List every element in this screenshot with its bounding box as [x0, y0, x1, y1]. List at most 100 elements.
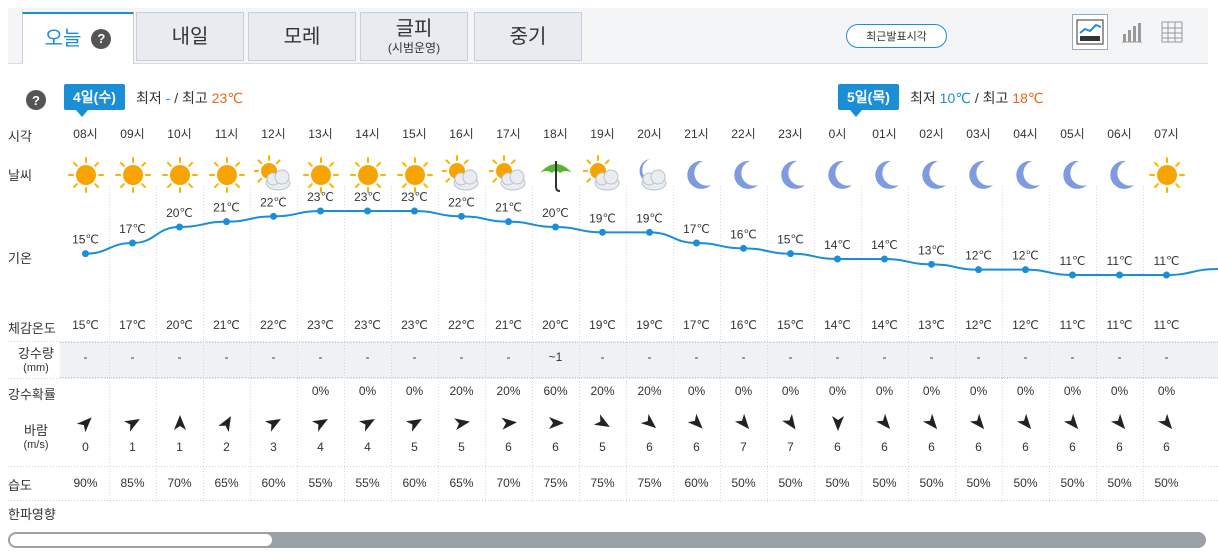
hour-label: 13시: [308, 127, 333, 141]
tab-today[interactable]: 오늘 ?: [22, 12, 134, 64]
hour-column: 21시 17℃ - 0% 6 60%: [673, 120, 720, 522]
precip-value: -: [459, 350, 464, 364]
row-label-weather: 날씨: [8, 168, 32, 183]
hour-label: 01시: [872, 127, 897, 141]
column-divider: [438, 186, 439, 502]
humidity-value: 65%: [214, 476, 239, 490]
wind-speed-value: 7: [787, 440, 794, 454]
humidity-value: 60%: [684, 476, 709, 490]
precip-prob-value: 0%: [1110, 384, 1129, 398]
precip-value: -: [1023, 350, 1028, 364]
wind-direction-icon: [438, 412, 485, 434]
precip-value: -: [318, 350, 323, 364]
feels-like-value: 12℃: [965, 318, 992, 332]
wind-speed-value: 0: [82, 440, 89, 454]
column-divider: [250, 186, 251, 502]
humidity-value: 70%: [167, 476, 192, 490]
wind-direction-icon: [109, 412, 156, 434]
precip-prob-value: 20%: [637, 384, 662, 398]
humidity-value: 50%: [872, 476, 897, 490]
wind-direction-icon: [344, 412, 391, 434]
recent-announcement-button[interactable]: 최근발표시각: [846, 24, 947, 48]
tab-third-day[interactable]: 글피 (시범운영): [360, 12, 468, 61]
tab-tomorrow-label: 내일: [171, 25, 209, 48]
column-divider: [203, 186, 204, 502]
moon-icon: [861, 155, 908, 195]
hour-label: 14시: [355, 127, 380, 141]
wind-speed-value: 6: [1163, 440, 1170, 454]
column-divider: [532, 186, 533, 502]
precip-value: -: [130, 350, 135, 364]
wind-speed-value: 6: [1116, 440, 1123, 454]
column-divider: [344, 186, 345, 502]
sun-cloud-icon: [579, 155, 626, 195]
hour-column: 02시 13℃ - 0% 6 50%: [908, 120, 955, 522]
humidity-value: 50%: [825, 476, 850, 490]
wind-speed-value: 6: [505, 440, 512, 454]
bar-chart-view-icon[interactable]: [1114, 14, 1150, 50]
precip-value: -: [224, 350, 229, 364]
precip-value: -: [271, 350, 276, 364]
forecast-help-icon[interactable]: ?: [26, 90, 46, 110]
hour-label: 06시: [1107, 127, 1132, 141]
moon-icon: [814, 155, 861, 195]
hour-column: 07시 11℃ - 0% 6 50%: [1143, 120, 1190, 522]
feels-like-value: 20℃: [542, 318, 569, 332]
hour-label: 02시: [919, 127, 944, 141]
hour-column: 23시 15℃ - 0% 7 50%: [767, 120, 814, 522]
wind-speed-value: 4: [317, 440, 324, 454]
wind-direction-icon: [955, 412, 1002, 434]
tab-midterm[interactable]: 중기: [474, 12, 582, 61]
hour-label: 20시: [637, 127, 662, 141]
horizontal-scrollbar[interactable]: [8, 532, 1206, 548]
precip-value: -: [412, 350, 417, 364]
precip-value: -: [600, 350, 605, 364]
precip-prob-value: 0%: [358, 384, 377, 398]
table-view-icon[interactable]: [1154, 14, 1190, 50]
scrollbar-thumb[interactable]: [10, 534, 272, 546]
tab-day-after[interactable]: 모레: [248, 12, 356, 61]
hour-column: 10시 20℃ - 1 70%: [156, 120, 203, 522]
row-label-humid: 습도: [8, 478, 32, 493]
tab-third-day-label: 글피: [395, 17, 433, 40]
column-divider: [861, 186, 862, 502]
hour-column: 22시 16℃ - 0% 7 50%: [720, 120, 767, 522]
column-divider: [720, 186, 721, 502]
feels-like-value: 17℃: [119, 318, 146, 332]
wind-direction-icon: [532, 412, 579, 434]
hour-column: 17시 21℃ - 20% 6 70%: [485, 120, 532, 522]
humidity-value: 65%: [449, 476, 474, 490]
hour-column: 0시 14℃ - 0% 6 50%: [814, 120, 861, 522]
precip-value: -: [647, 350, 652, 364]
wind-direction-icon: [767, 412, 814, 434]
tab-tomorrow[interactable]: 내일: [136, 12, 244, 61]
min-temp: -: [165, 90, 171, 106]
feels-like-value: 13℃: [918, 318, 945, 332]
precip-prob-value: 0%: [1157, 384, 1176, 398]
feels-like-value: 22℃: [260, 318, 287, 332]
precip-value: -: [788, 350, 793, 364]
wind-direction-icon: [62, 412, 109, 434]
row-label-time: 시각: [8, 129, 32, 144]
precip-prob-value: 0%: [687, 384, 706, 398]
help-icon[interactable]: ?: [91, 29, 112, 49]
wind-direction-icon: [156, 412, 203, 434]
line-chart-view-icon[interactable]: [1072, 14, 1108, 50]
humidity-value: 75%: [543, 476, 568, 490]
row-label-temp: 기온: [8, 251, 32, 266]
column-divider: [297, 186, 298, 502]
hour-label: 16시: [449, 127, 474, 141]
max-label: 최고: [982, 90, 1009, 106]
hour-label: 03시: [966, 127, 991, 141]
moon-icon: [767, 155, 814, 195]
precip-prob-value: 0%: [875, 384, 894, 398]
humidity-value: 50%: [966, 476, 991, 490]
sun-cloud-icon: [485, 155, 532, 195]
wind-direction-icon: [1143, 412, 1190, 434]
humidity-value: 75%: [637, 476, 662, 490]
sun-icon: [297, 155, 344, 195]
feels-like-value: 23℃: [307, 318, 334, 332]
hour-label: 15시: [402, 127, 427, 141]
hour-label: 09시: [120, 127, 145, 141]
row-separator: [8, 341, 1218, 342]
